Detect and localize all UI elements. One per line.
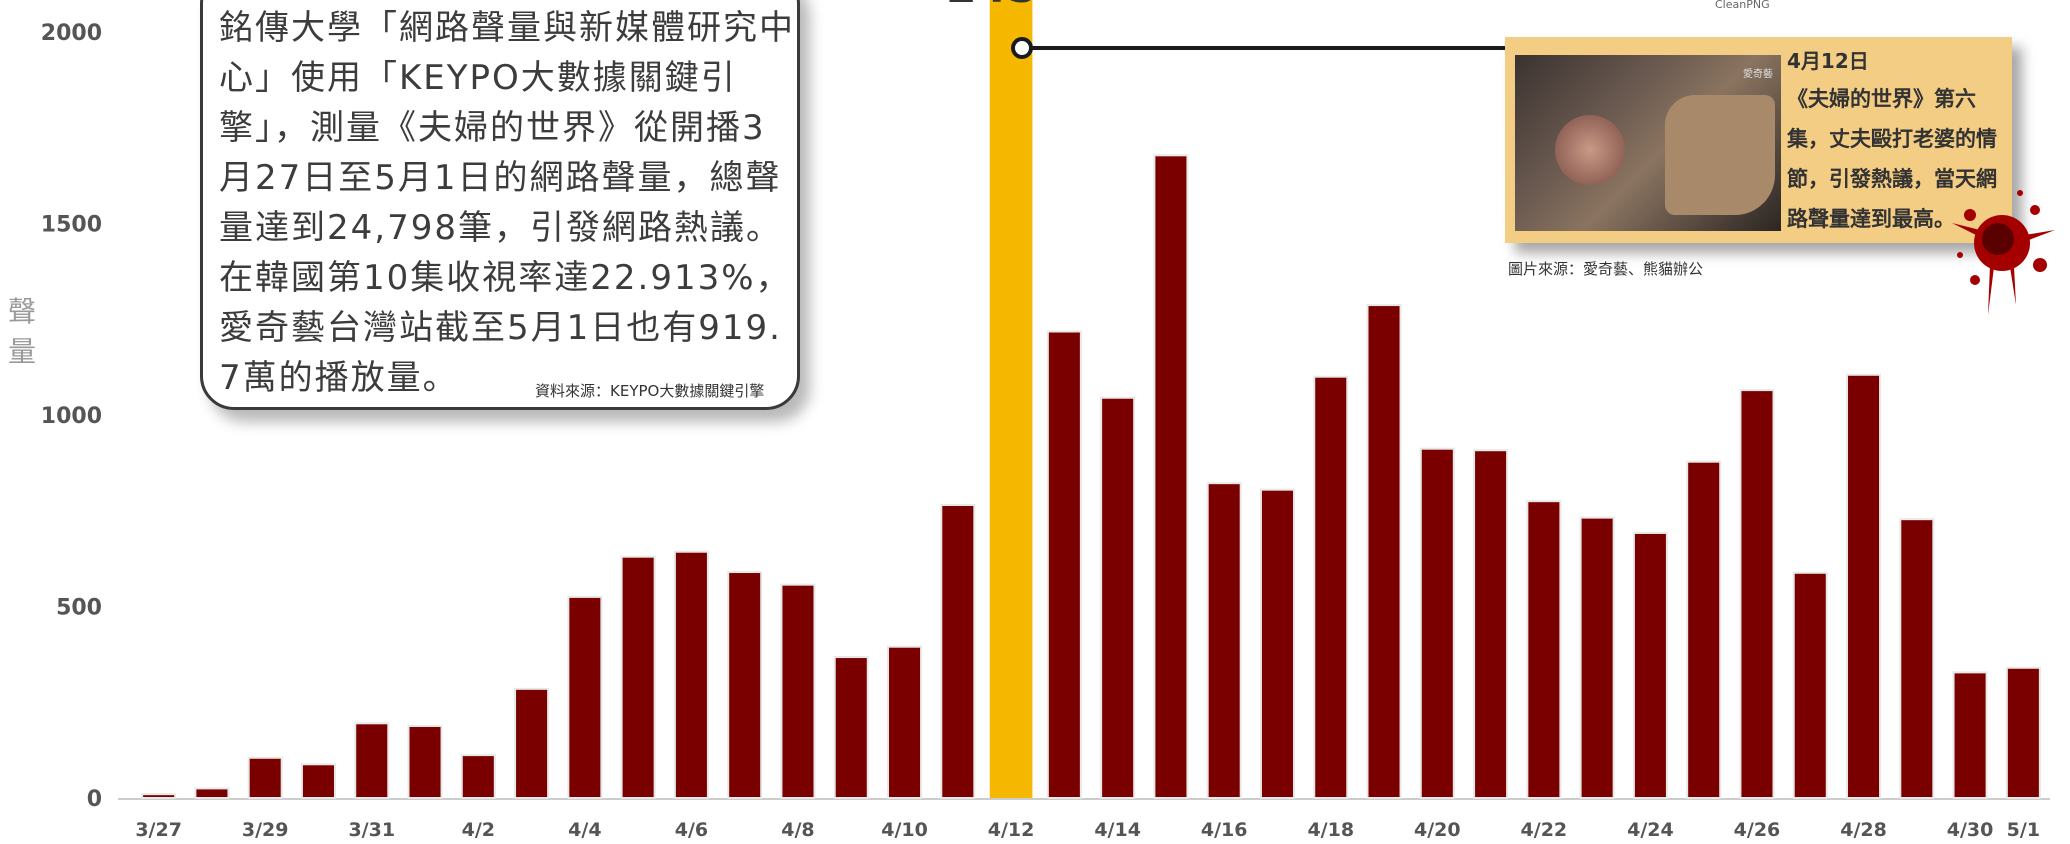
callout-connector-dot — [1011, 37, 1033, 59]
y-tick-2000: 2000 — [41, 21, 102, 46]
bar-4-5 — [620, 555, 656, 800]
bar-4-2 — [460, 754, 496, 800]
bar-4-29 — [1899, 518, 1935, 800]
bar-4-13 — [1046, 330, 1082, 799]
callout-date: 4月12日 — [1787, 49, 1869, 73]
x-tick-4-12: 4/12 — [988, 819, 1035, 841]
y-tick-1500: 1500 — [41, 213, 102, 238]
bar-4-17 — [1259, 488, 1295, 799]
bar-5-1 — [2005, 666, 2041, 800]
x-tick-4-6: 4/6 — [675, 819, 708, 841]
x-tick-4-18: 4/18 — [1307, 819, 1354, 841]
episode-photo: 愛奇藝 — [1515, 55, 1781, 231]
bar-4-4 — [567, 595, 603, 799]
blood-splatter-icon — [1952, 190, 2055, 315]
callout-connector-line — [1022, 46, 1512, 50]
x-tick-4-4: 4/4 — [568, 819, 601, 841]
photo-figure-arm — [1665, 95, 1775, 215]
bar-4-23 — [1579, 516, 1615, 799]
photo-logo: 愛奇藝 — [1743, 69, 1773, 80]
info-box: 銘傳大學「網路聲量與新媒體研究中心」使用「KEYPO大數據關鍵引擎」，測量《夫婦… — [200, 0, 800, 410]
bar-4-12 — [989, 0, 1033, 798]
y-tick-0: 0 — [87, 787, 102, 812]
bar-4-16 — [1206, 482, 1242, 799]
chart-bars — [141, 0, 2041, 800]
bar-4-26 — [1739, 389, 1775, 799]
bar-4-8 — [780, 583, 816, 799]
bar-4-20 — [1419, 447, 1455, 799]
bar-4-22 — [1526, 500, 1562, 799]
x-tick-3-31: 3/31 — [348, 819, 395, 841]
bar-4-19 — [1366, 304, 1402, 799]
y-axis-label-char-1: 聲 — [8, 295, 37, 328]
callout-box: 愛奇藝 4月12日 《夫婦的世界》第六集，丈夫毆打老婆的情節，引發熱議，當天網路… — [1505, 37, 2012, 243]
x-tick-4-14: 4/14 — [1094, 819, 1141, 841]
bar-3-27 — [141, 793, 177, 799]
bar-4-21 — [1473, 449, 1509, 799]
bar-3-30 — [300, 763, 336, 800]
y-tick-1000: 1000 — [41, 404, 102, 429]
x-tick-4-22: 4/22 — [1521, 819, 1568, 841]
x-tick-3-27: 3/27 — [135, 819, 182, 841]
x-tick-4-8: 4/8 — [781, 819, 814, 841]
bar-4-27 — [1792, 571, 1828, 800]
bar-4-25 — [1686, 460, 1722, 799]
bar-4-28 — [1846, 373, 1882, 799]
bar-4-18 — [1313, 375, 1349, 799]
bar-3-31 — [354, 722, 390, 799]
bar-4-7 — [727, 571, 763, 800]
watermark: CleanPNG — [1715, 0, 1770, 11]
info-box-text: 銘傳大學「網路聲量與新媒體研究中心」使用「KEYPO大數據關鍵引擎」，測量《夫婦… — [219, 8, 795, 398]
x-tick-4-28: 4/28 — [1840, 819, 1887, 841]
bar-4-24 — [1632, 531, 1668, 799]
y-axis-ticks: 0 500 1000 1500 2000 — [41, 21, 102, 812]
photo-source: 圖片來源：愛奇藝、熊貓辦公 — [1508, 260, 1704, 278]
y-axis-label-char-2: 量 — [8, 335, 37, 368]
bar-4-10 — [887, 645, 923, 800]
info-box-source: 資料來源：KEYPO大數據關鍵引擎 — [535, 382, 765, 400]
x-tick-4-16: 4/16 — [1201, 819, 1248, 841]
x-tick-4-24: 4/24 — [1627, 819, 1674, 841]
x-tick-4-10: 4/10 — [881, 819, 928, 841]
bar-4-11 — [940, 504, 976, 799]
bar-4-3 — [514, 687, 550, 799]
x-tick-4-30: 4/30 — [1947, 819, 1994, 841]
photo-figure-face — [1555, 115, 1625, 185]
x-axis-ticks: 3/27 3/29 3/31 4/2 4/4 4/6 4/8 4/10 4/12 4/14 4/16… — [135, 819, 2040, 841]
x-tick-5-1: 5/1 — [2007, 819, 2040, 841]
bar-4-14 — [1100, 396, 1136, 799]
callout-text: 《夫婦的世界》第六集，丈夫毆打老婆的情節，引發熱議，當天網路聲量達到最高。 — [1787, 87, 1997, 231]
bar-4-30 — [1952, 671, 1988, 799]
bar-4-9 — [833, 656, 869, 800]
y-tick-500: 500 — [56, 596, 102, 621]
x-tick-4-20: 4/20 — [1414, 819, 1461, 841]
bar-3-29 — [247, 756, 283, 799]
x-tick-3-29: 3/29 — [242, 819, 289, 841]
bar-4-1 — [407, 724, 443, 799]
bar-4-15 — [1153, 154, 1189, 800]
bar-3-28 — [194, 787, 230, 799]
x-tick-4-2: 4/2 — [462, 819, 495, 841]
top-number: 245 — [946, 0, 1038, 13]
x-tick-4-26: 4/26 — [1734, 819, 1781, 841]
bar-4-6 — [673, 550, 709, 800]
